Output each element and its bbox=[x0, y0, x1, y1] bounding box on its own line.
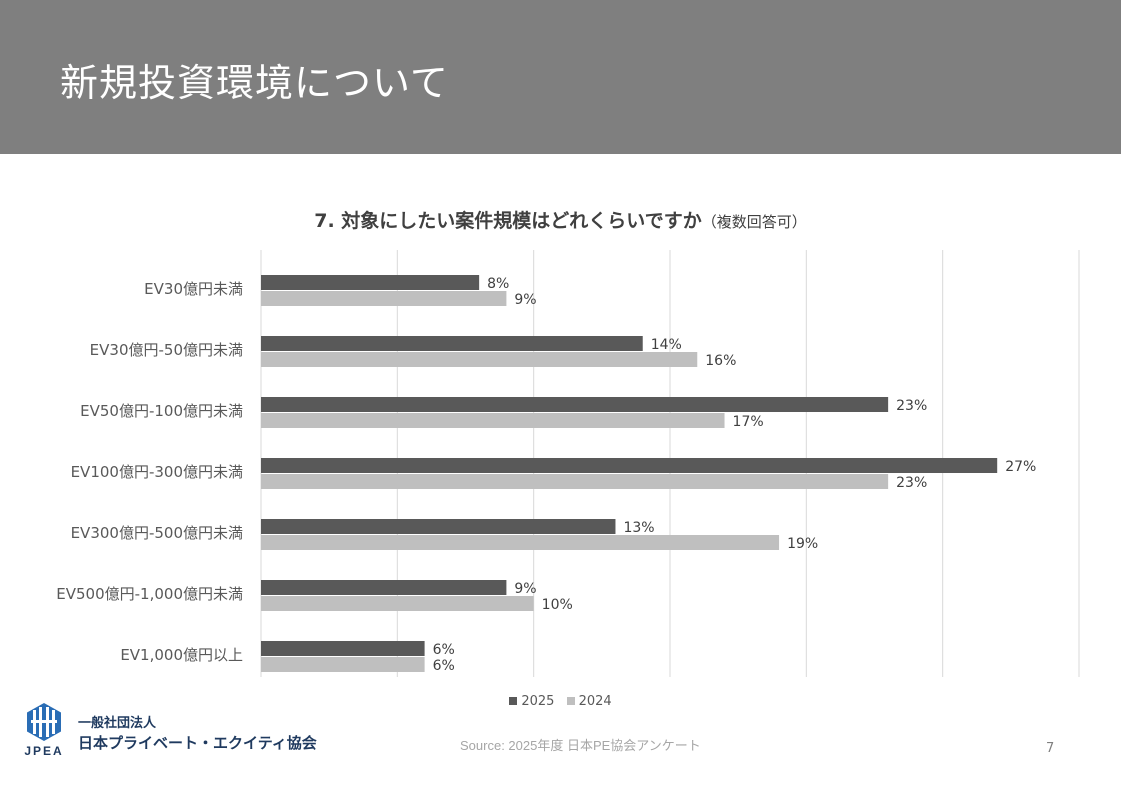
legend-label-2025: 2025 bbox=[521, 694, 555, 709]
bar-chart: EV30億円未満 8% 9% EV30億円-50億円未満 14% 16% EV50億円-10… bbox=[56, 250, 1080, 677]
legend-label-2024: 2024 bbox=[578, 694, 612, 709]
data-label-2025-2: 23% bbox=[896, 398, 927, 414]
data-label-2025-4: 13% bbox=[623, 520, 654, 536]
bar-2025-4 bbox=[261, 519, 616, 534]
source-note: Source: 2025年度 日本PE協会アンケート bbox=[460, 738, 701, 753]
data-label-2024-0: 9% bbox=[514, 292, 536, 308]
bar-2024-3 bbox=[261, 474, 889, 489]
bar-2024-2 bbox=[261, 413, 725, 428]
bar-2025-0 bbox=[261, 275, 480, 290]
bar-2025-2 bbox=[261, 397, 889, 412]
slide-title: 新規投資環境について bbox=[60, 61, 449, 105]
data-label-2024-1: 16% bbox=[705, 353, 736, 369]
data-label-2024-2: 17% bbox=[733, 414, 764, 430]
bar-2024-5 bbox=[261, 596, 534, 611]
category-label-4: EV300億円-500億円未満 bbox=[71, 524, 243, 542]
jpea-logo: JPEA 一般社団法人 日本プライベート・エクイティ協会 bbox=[22, 702, 322, 764]
chart-title: 7. 対象にしたい案件規模はどれくらいですか（複数回答可） bbox=[0, 206, 1121, 233]
category-label-5: EV500億円-1,000億円未満 bbox=[56, 585, 243, 603]
data-label-2024-5: 10% bbox=[542, 597, 573, 613]
bar-2024-1 bbox=[261, 352, 698, 367]
chart-title-sub: （複数回答可） bbox=[701, 213, 807, 231]
org-type-label: 一般社団法人 bbox=[78, 716, 157, 731]
jpea-logo-text: JPEA bbox=[24, 744, 64, 758]
chart-title-main: 7. 対象にしたい案件規模はどれくらいですか bbox=[314, 210, 702, 232]
data-label-2024-4: 19% bbox=[787, 536, 818, 552]
bar-2025-6 bbox=[261, 641, 425, 656]
category-label-6: EV1,000億円以上 bbox=[120, 646, 243, 664]
legend-swatch-2025 bbox=[509, 697, 518, 705]
bar-2025-1 bbox=[261, 336, 643, 351]
data-label-2025-6: 6% bbox=[433, 642, 455, 658]
category-label-1: EV30億円-50億円未満 bbox=[90, 341, 243, 359]
data-label-2025-1: 14% bbox=[651, 337, 682, 353]
page-number: 7 bbox=[1046, 741, 1055, 756]
category-label-0: EV30億円未満 bbox=[144, 280, 243, 298]
legend-swatch-2024 bbox=[566, 697, 575, 705]
slide-header: 新規投資環境について bbox=[0, 0, 1121, 154]
category-label-3: EV100億円-300億円未満 bbox=[71, 463, 243, 481]
legend-item-2025: 2025 bbox=[509, 694, 554, 709]
jpea-logo-icon bbox=[27, 703, 61, 741]
data-label-2025-3: 27% bbox=[1005, 459, 1036, 475]
legend-item-2024: 2024 bbox=[566, 694, 612, 709]
bar-2024-6 bbox=[261, 657, 425, 672]
bar-2024-4 bbox=[261, 535, 780, 550]
data-label-2025-5: 9% bbox=[514, 581, 536, 597]
bar-2024-0 bbox=[261, 291, 507, 306]
data-label-2025-0: 8% bbox=[487, 276, 509, 292]
bar-2025-3 bbox=[261, 458, 998, 473]
data-label-2024-3: 23% bbox=[896, 475, 927, 491]
bar-2025-5 bbox=[261, 580, 507, 595]
category-label-2: EV50億円-100億円未満 bbox=[80, 402, 243, 420]
org-name-label: 日本プライベート・エクイティ協会 bbox=[78, 734, 317, 752]
data-label-2024-6: 6% bbox=[433, 658, 455, 674]
chart-legend: 2025 2024 bbox=[0, 694, 1121, 709]
